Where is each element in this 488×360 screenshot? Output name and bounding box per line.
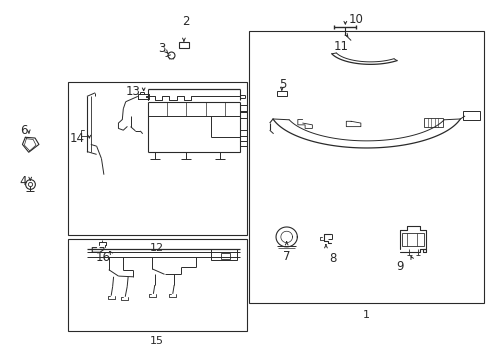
Bar <box>462 111 479 120</box>
Text: 6: 6 <box>20 125 27 138</box>
Text: 2: 2 <box>182 15 190 28</box>
Bar <box>67 239 246 331</box>
Bar <box>221 253 229 259</box>
Text: 5: 5 <box>279 78 286 91</box>
Bar <box>210 249 237 260</box>
Text: 16: 16 <box>95 251 110 264</box>
Text: 13: 13 <box>125 85 140 98</box>
Text: 11: 11 <box>333 40 348 53</box>
Bar <box>179 42 188 48</box>
Text: 9: 9 <box>395 260 403 273</box>
Text: 7: 7 <box>283 250 290 263</box>
Text: 1: 1 <box>363 310 369 320</box>
Text: 14: 14 <box>70 132 84 145</box>
Text: 12: 12 <box>150 243 164 253</box>
Text: 10: 10 <box>348 13 363 26</box>
Bar <box>423 118 443 127</box>
Bar <box>401 233 423 246</box>
Text: 15: 15 <box>150 336 164 346</box>
Text: 4: 4 <box>20 175 27 188</box>
Bar <box>67 82 246 235</box>
Text: 8: 8 <box>328 252 336 265</box>
Text: 3: 3 <box>158 42 165 55</box>
Bar <box>276 91 286 96</box>
Bar <box>249 31 484 303</box>
